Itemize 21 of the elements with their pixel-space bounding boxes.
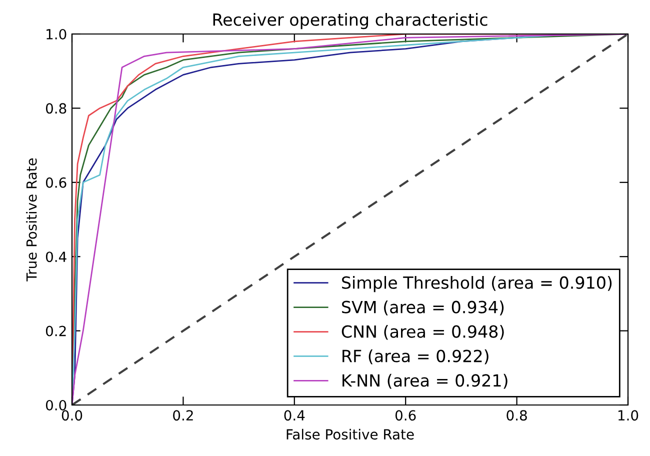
x-tick-label: 0.6	[395, 410, 416, 421]
y-tick-label: 0.0	[46, 400, 66, 410]
legend-label: Simple Threshold (area = 0.910)	[342, 276, 612, 292]
y-axis-title: True Positive Rate	[26, 158, 37, 282]
x-tick-label: 0.0	[62, 410, 82, 421]
legend-label: K-NN (area = 0.921)	[342, 374, 508, 389]
y-tick-label: 0.6	[46, 177, 66, 188]
y-tick-label: 0.8	[46, 103, 66, 114]
legend-label: RF (area = 0.922)	[342, 349, 488, 364]
y-tick-label: 1.0	[46, 28, 66, 40]
x-tick-label: 0.8	[506, 410, 527, 421]
legend-label: CNN (area = 0.948)	[342, 324, 504, 340]
chart-title: Receiver operating characteristic	[213, 13, 488, 30]
x-tick-label: 1.0	[618, 410, 638, 421]
y-tick-label: 0.4	[46, 252, 66, 262]
y-tick-label: 0.2	[46, 326, 66, 336]
line-series	[72, 34, 628, 405]
x-tick-label: 0.4	[284, 410, 305, 421]
legend-label: SVM (area = 0.934)	[342, 300, 504, 316]
x-axis-title: False Positive Rate	[286, 428, 414, 440]
x-tick-label: 0.2	[173, 410, 193, 421]
